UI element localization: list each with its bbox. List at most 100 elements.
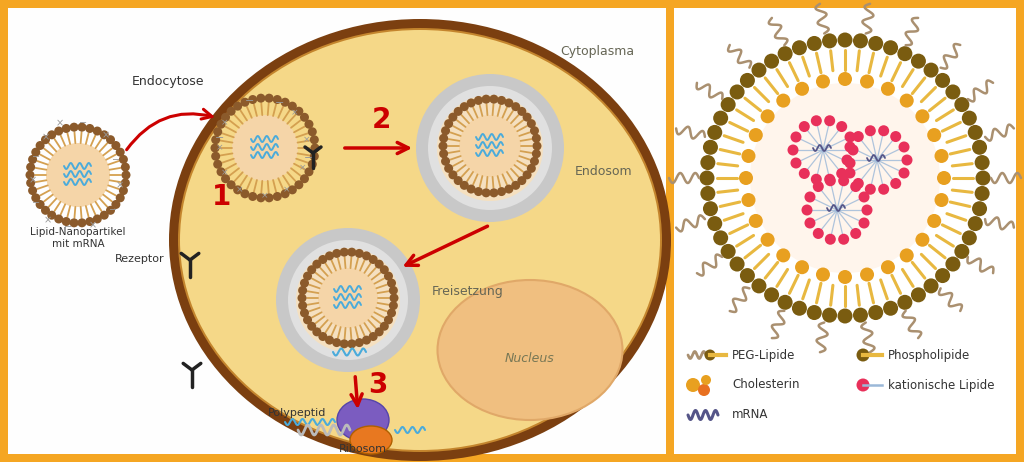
Circle shape xyxy=(713,110,728,126)
Circle shape xyxy=(749,128,763,142)
Circle shape xyxy=(300,113,309,122)
Circle shape xyxy=(838,72,852,86)
Circle shape xyxy=(816,267,830,281)
Circle shape xyxy=(890,178,901,189)
Circle shape xyxy=(298,286,307,295)
Circle shape xyxy=(474,96,483,105)
Circle shape xyxy=(705,349,716,360)
Circle shape xyxy=(497,187,506,196)
Text: ×: × xyxy=(261,192,268,201)
Circle shape xyxy=(36,141,45,150)
Text: Cholesterin: Cholesterin xyxy=(732,378,800,391)
Circle shape xyxy=(489,188,499,197)
Text: ×: × xyxy=(299,164,307,172)
Circle shape xyxy=(380,322,389,331)
Circle shape xyxy=(897,46,912,61)
Circle shape xyxy=(883,301,898,316)
Circle shape xyxy=(444,164,454,173)
Circle shape xyxy=(248,95,257,104)
Circle shape xyxy=(505,98,513,108)
Circle shape xyxy=(824,115,836,126)
Circle shape xyxy=(281,97,290,107)
Circle shape xyxy=(721,244,735,259)
Circle shape xyxy=(795,82,809,96)
Circle shape xyxy=(318,255,328,264)
Circle shape xyxy=(439,149,449,158)
Circle shape xyxy=(27,178,35,188)
Circle shape xyxy=(761,233,774,247)
Circle shape xyxy=(824,174,836,185)
Circle shape xyxy=(805,218,815,229)
Text: Endocytose: Endocytose xyxy=(132,75,204,88)
Circle shape xyxy=(361,251,371,261)
Circle shape xyxy=(686,378,700,392)
Circle shape xyxy=(384,316,393,324)
Circle shape xyxy=(883,40,898,55)
Circle shape xyxy=(954,97,970,112)
Ellipse shape xyxy=(337,399,389,441)
Circle shape xyxy=(300,174,309,183)
Circle shape xyxy=(310,152,318,161)
Text: ×: × xyxy=(44,215,52,225)
Circle shape xyxy=(99,130,109,140)
Circle shape xyxy=(332,338,341,347)
Circle shape xyxy=(962,231,977,245)
Circle shape xyxy=(713,231,728,245)
Circle shape xyxy=(85,124,94,133)
Circle shape xyxy=(791,158,802,169)
Circle shape xyxy=(93,127,101,135)
Circle shape xyxy=(32,193,40,202)
Circle shape xyxy=(935,73,950,88)
Circle shape xyxy=(460,181,469,190)
Circle shape xyxy=(838,309,853,323)
Circle shape xyxy=(924,279,939,293)
Circle shape xyxy=(924,63,939,78)
Circle shape xyxy=(36,200,45,209)
Circle shape xyxy=(702,140,718,155)
Circle shape xyxy=(945,85,961,99)
Circle shape xyxy=(845,132,855,142)
Circle shape xyxy=(791,132,802,142)
Circle shape xyxy=(901,154,912,165)
Circle shape xyxy=(777,295,793,310)
Circle shape xyxy=(937,171,951,185)
Text: Lipid-Nanopartikel: Lipid-Nanopartikel xyxy=(31,227,126,237)
Circle shape xyxy=(106,206,115,215)
Circle shape xyxy=(975,186,989,201)
Circle shape xyxy=(112,200,121,209)
Circle shape xyxy=(264,193,273,202)
Circle shape xyxy=(522,170,531,179)
Circle shape xyxy=(858,191,869,202)
Text: Polypeptid: Polypeptid xyxy=(268,408,327,418)
Circle shape xyxy=(927,128,941,142)
Circle shape xyxy=(47,211,56,220)
Circle shape xyxy=(850,228,861,239)
Circle shape xyxy=(428,86,552,210)
Circle shape xyxy=(838,32,853,48)
Ellipse shape xyxy=(178,28,662,452)
Circle shape xyxy=(276,228,420,372)
Circle shape xyxy=(721,97,735,112)
Circle shape xyxy=(312,260,322,269)
Circle shape xyxy=(347,248,356,257)
Ellipse shape xyxy=(350,426,392,454)
Text: mit mRNA: mit mRNA xyxy=(51,239,104,249)
Text: −: − xyxy=(32,198,40,208)
Circle shape xyxy=(221,113,230,122)
Circle shape xyxy=(340,340,349,348)
Circle shape xyxy=(853,178,864,189)
Circle shape xyxy=(897,295,912,310)
Circle shape xyxy=(93,214,101,224)
Circle shape xyxy=(78,219,86,227)
Circle shape xyxy=(811,115,822,126)
Text: ×: × xyxy=(284,186,291,195)
Circle shape xyxy=(702,201,718,216)
Circle shape xyxy=(839,175,849,186)
Circle shape xyxy=(915,109,930,123)
Circle shape xyxy=(106,135,115,144)
Circle shape xyxy=(121,178,130,188)
Circle shape xyxy=(454,176,463,185)
Text: −: − xyxy=(32,152,40,162)
Circle shape xyxy=(211,144,219,152)
Text: Ribosom: Ribosom xyxy=(339,444,387,454)
